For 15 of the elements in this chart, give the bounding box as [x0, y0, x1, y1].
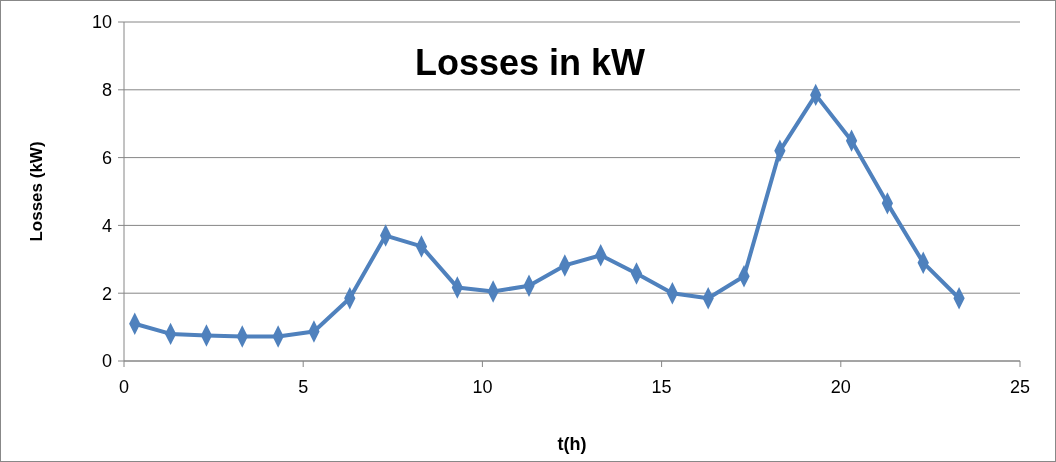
y-tick-label: 4	[101, 215, 112, 236]
text: Losses in kW	[414, 42, 646, 83]
x-tick-label: 15	[651, 377, 672, 397]
y-tick-label: 6	[101, 147, 112, 168]
x-tick-label: 20	[830, 377, 851, 397]
y-tick-label: 2	[101, 283, 112, 304]
y-tick-label: 10	[91, 12, 112, 33]
y-axis-title: Losses (kW)	[27, 141, 46, 242]
y-tick-label: 0	[101, 351, 112, 372]
x-tick-label: 5	[298, 377, 309, 397]
x-tick-label: 25	[1009, 377, 1031, 397]
x-tick-label: 10	[472, 377, 493, 397]
y-tick-label: 8	[101, 80, 112, 101]
x-axis-title: t(h)	[557, 434, 587, 454]
x-tick-label: 0	[118, 377, 130, 397]
